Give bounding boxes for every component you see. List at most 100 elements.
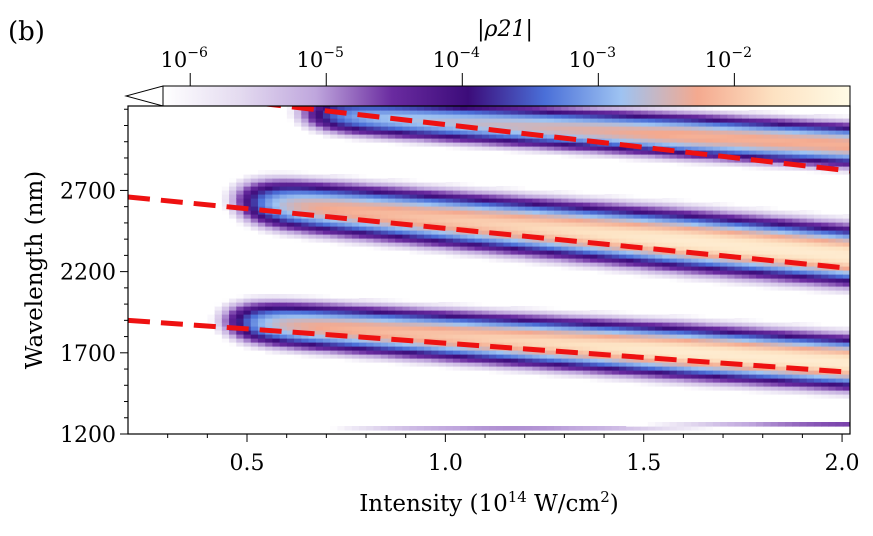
heatmap-cell [741, 374, 750, 379]
heatmap-cell [655, 142, 663, 147]
heatmap-cell [452, 246, 461, 251]
heatmap-cell [763, 250, 772, 255]
heatmap-cell [315, 338, 324, 343]
heatmap-cell [539, 310, 548, 315]
heatmap-cell [294, 126, 302, 131]
heatmap-cell [387, 214, 396, 219]
heatmap-cell [489, 186, 497, 191]
heatmap-cell [409, 214, 418, 219]
heatmap-cell [496, 218, 505, 223]
heatmap-cell [813, 342, 822, 347]
heatmap-cell [727, 214, 736, 219]
heatmap-cell [380, 238, 389, 243]
heatmap-cell [467, 218, 476, 223]
heatmap-cell [813, 130, 822, 135]
heatmap-cell [618, 346, 627, 351]
heatmap-cell [424, 106, 432, 111]
heatmap-cell [510, 226, 519, 231]
heatmap-cell [640, 310, 649, 315]
heatmap-cell [344, 106, 353, 111]
heatmap-cell [835, 366, 844, 371]
heatmap-cell [481, 330, 490, 335]
heatmap-cell [315, 170, 324, 175]
heatmap-cell [662, 254, 671, 259]
heatmap-cell [315, 302, 324, 307]
heatmap-cell [424, 110, 432, 115]
heatmap-cell [424, 334, 432, 339]
heatmap-cell [835, 138, 844, 143]
heatmap-cell [265, 294, 273, 299]
heatmap-cell [409, 326, 418, 331]
heatmap-cell [496, 306, 505, 311]
heatmap-cell [395, 230, 403, 235]
heatmap-cell [525, 358, 533, 363]
heatmap-cell [792, 150, 801, 155]
heatmap-cell [322, 338, 331, 343]
heatmap-cell [532, 350, 541, 355]
heatmap-cell [799, 146, 808, 151]
heatmap-cell [330, 130, 338, 135]
heatmap-cell [294, 118, 302, 123]
heatmap-cell [395, 298, 403, 303]
heatmap-cell [662, 162, 671, 167]
heatmap-cell [705, 250, 714, 255]
heatmap-cell [402, 330, 411, 335]
heatmap-cell [756, 322, 764, 327]
heatmap-cell [792, 266, 801, 271]
heatmap-cell [597, 246, 606, 251]
heatmap-cell [720, 146, 728, 151]
heatmap-cell [539, 306, 548, 311]
heatmap-cell [359, 178, 367, 183]
heatmap-cell [741, 110, 750, 115]
heatmap-cell [351, 114, 360, 119]
heatmap-cell [640, 322, 649, 327]
heatmap-cell [691, 338, 699, 343]
heatmap-cell [647, 342, 656, 347]
heatmap-cell [366, 346, 375, 351]
heatmap-cell [633, 198, 642, 203]
heatmap-cell [640, 238, 649, 243]
heatmap-cell [655, 118, 663, 123]
heatmap-cell [553, 126, 562, 131]
heatmap-cell [676, 266, 685, 271]
heatmap-cell [683, 362, 692, 367]
heatmap-cell [344, 346, 353, 351]
heatmap-cell [835, 282, 844, 287]
heatmap-cell [243, 182, 252, 187]
heatmap-cell [633, 382, 642, 387]
heatmap-cell [842, 138, 850, 143]
heatmap-cell [445, 114, 454, 119]
heatmap-cell [582, 250, 591, 255]
heatmap-cell [561, 130, 570, 135]
heatmap-cell [294, 182, 302, 187]
heatmap-cell [705, 370, 714, 375]
heatmap-cell [842, 238, 850, 243]
heatmap-cell [698, 266, 707, 271]
heatmap-cell [510, 254, 519, 259]
heatmap-cell [481, 202, 490, 207]
heatmap-cell [402, 202, 411, 207]
heatmap-cell [373, 138, 382, 143]
heatmap-cell [387, 202, 396, 207]
heatmap-cell [517, 210, 526, 215]
heatmap-cell [756, 278, 764, 283]
heatmap-cell [734, 130, 743, 135]
heatmap-cell [691, 146, 699, 151]
heatmap-cell [748, 330, 757, 335]
heatmap-cell [727, 370, 736, 375]
heatmap-cell [330, 190, 338, 195]
heatmap-cell [286, 318, 295, 323]
heatmap-cell [705, 126, 714, 131]
heatmap-cell [835, 354, 844, 359]
heatmap-cell [546, 334, 555, 339]
heatmap-cell [720, 106, 728, 111]
heatmap-cell [553, 210, 562, 215]
heatmap-cell [532, 322, 541, 327]
heatmap-cell [366, 202, 375, 207]
heatmap-cell [265, 334, 273, 339]
heatmap-cell [756, 118, 764, 123]
heatmap-cell [481, 314, 490, 319]
heatmap-cell [676, 226, 685, 231]
heatmap-cell [568, 362, 577, 367]
x-axis-label-exp: 14 [508, 488, 527, 506]
